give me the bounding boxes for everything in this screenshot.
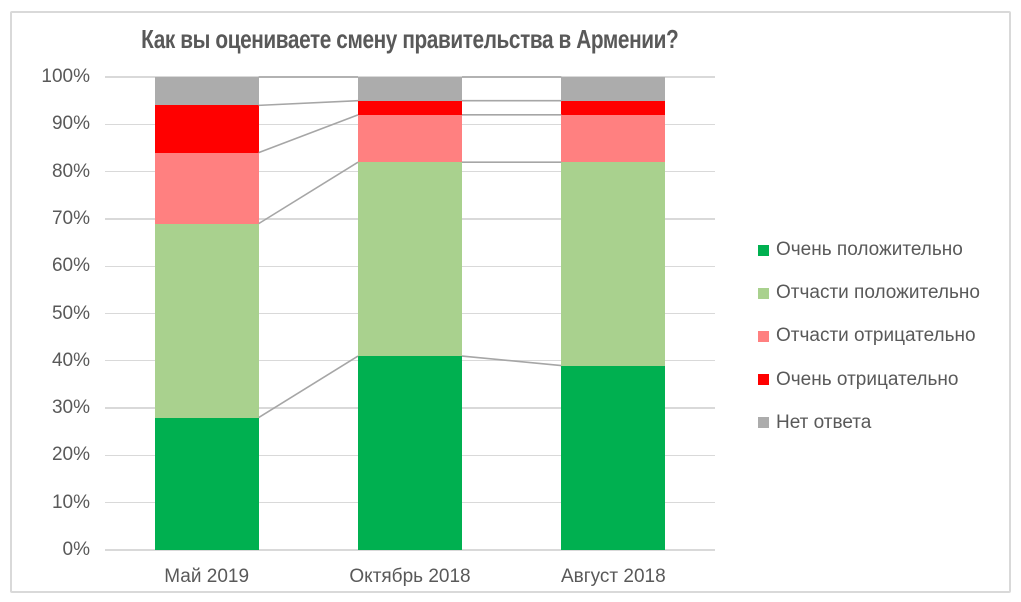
y-axis-tick-label: 40%	[51, 349, 90, 371]
legend-color-swatch	[758, 287, 769, 299]
y-axis-tick-label: 90%	[51, 113, 90, 135]
legend-label: Очень отрицательно	[776, 368, 959, 390]
bar-segment	[561, 365, 666, 550]
y-axis-tick-label: 70%	[51, 207, 90, 229]
legend-color-swatch	[758, 374, 769, 386]
y-axis-tick-label: 50%	[51, 302, 90, 324]
x-axis-category-label: Август 2018	[560, 566, 666, 587]
legend-label: Нет ответа	[776, 411, 872, 433]
bar-segment	[358, 356, 462, 550]
bar-segment	[561, 100, 666, 115]
y-axis-tick-label: 20%	[51, 444, 90, 466]
bar-segment	[358, 114, 462, 163]
legend-label: Очень положительно	[776, 239, 963, 260]
bar-segment	[561, 114, 666, 163]
legend-color-swatch	[758, 330, 769, 342]
x-axis-category-label: Октябрь 2018	[349, 566, 471, 587]
y-axis-tick-label: 60%	[51, 255, 90, 277]
legend-item: Нет ответа	[758, 412, 871, 434]
y-axis-tick-label: 30%	[51, 397, 90, 419]
legend-label: Отчасти положительно	[776, 282, 980, 304]
bar-segment	[561, 77, 666, 101]
legend-item: Очень отрицательно	[758, 369, 958, 391]
bar	[154, 77, 259, 550]
bar-segment	[154, 77, 259, 106]
y-axis-tick-label: 100%	[41, 66, 90, 87]
legend-color-swatch	[758, 244, 769, 256]
chart-title: Как вы оцениваете смену правительства в …	[55, 24, 765, 55]
gridline	[105, 76, 715, 78]
x-axis-category-label: Май 2019	[164, 566, 250, 587]
y-axis-tick-label: 10%	[51, 491, 90, 513]
legend-item: Отчасти отрицательно	[758, 325, 976, 347]
bar-segment	[561, 162, 666, 366]
bar	[561, 77, 666, 550]
y-axis-tick-label: 0%	[62, 539, 90, 560]
y-axis-tick-label: 80%	[51, 160, 90, 182]
chart-title-text: Как вы оцениваете смену правительства в …	[141, 24, 679, 54]
bar-segment	[358, 162, 462, 357]
legend-item: Отчасти положительно	[758, 282, 980, 304]
bar-segment	[154, 417, 259, 550]
bar-segment	[358, 100, 462, 115]
bar-segment	[358, 77, 462, 101]
bar	[358, 77, 462, 550]
bar-segment	[154, 152, 259, 224]
legend-label: Отчасти отрицательно	[776, 325, 976, 347]
bar-segment	[154, 223, 259, 418]
bar-segment	[154, 105, 259, 153]
legend-color-swatch	[758, 417, 769, 429]
legend-item: Очень положительно	[758, 239, 963, 261]
